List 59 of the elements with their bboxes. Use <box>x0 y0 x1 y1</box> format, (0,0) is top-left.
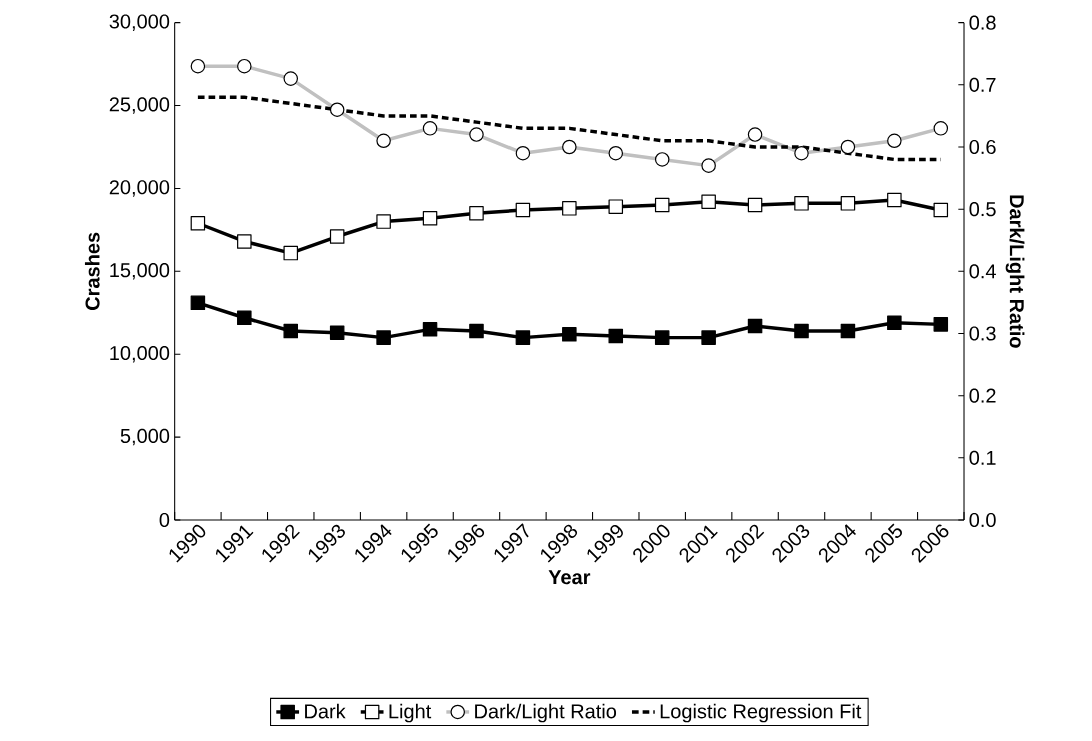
point <box>562 200 577 216</box>
line-series <box>196 95 943 162</box>
legend-label: Logistic Regression Fit <box>660 703 862 723</box>
y-tick-label: 15,000 <box>110 262 170 280</box>
y2-tick-label: 0.8 <box>969 15 996 30</box>
point <box>237 310 252 325</box>
y2-tick-label: 0.6 <box>969 139 996 154</box>
y-tick-label: 30,000 <box>109 14 170 31</box>
point <box>794 323 809 339</box>
point <box>562 326 577 342</box>
point <box>329 102 345 117</box>
legend-label: Light <box>389 703 432 723</box>
y2-tick-label: 0.3 <box>969 326 996 341</box>
y2-tick-label: 0.4 <box>969 264 996 279</box>
point <box>190 295 206 310</box>
y2-tick-label: 0.2 <box>969 388 996 403</box>
point <box>887 192 902 208</box>
point <box>376 214 391 229</box>
y2-tick-label: 0.7 <box>969 77 996 92</box>
y-tick-label: 0 <box>159 512 170 527</box>
point <box>701 330 716 345</box>
point <box>608 199 624 214</box>
point <box>422 321 438 337</box>
point <box>887 315 902 330</box>
point <box>283 245 299 261</box>
point <box>654 197 670 213</box>
point <box>376 330 391 345</box>
y2-axis-title: Dark/Light Ratio <box>1005 195 1025 348</box>
point <box>237 234 252 249</box>
point <box>422 210 438 226</box>
y2-tick-label: 0.1 <box>969 450 996 465</box>
point <box>469 205 484 221</box>
point <box>654 330 670 345</box>
point <box>701 194 716 209</box>
point <box>469 323 484 339</box>
y2-tick-label: 0.5 <box>969 201 996 217</box>
legend-label: Dark/Light Ratio <box>475 703 617 723</box>
y-tick-label: 20,000 <box>109 180 170 197</box>
legend-label: Dark <box>305 703 346 719</box>
point <box>329 229 345 244</box>
point <box>747 318 763 334</box>
y-tick-label: 5,000 <box>120 428 170 446</box>
point <box>794 195 809 211</box>
point <box>608 328 624 344</box>
point <box>840 195 856 211</box>
point <box>515 202 531 218</box>
point <box>933 202 949 218</box>
y2-tick-label: 0.0 <box>969 512 996 527</box>
x-axis-title: Year <box>548 570 591 585</box>
point <box>329 325 345 340</box>
y-tick-label: 10,000 <box>110 345 170 363</box>
point <box>515 330 531 345</box>
point <box>933 316 949 332</box>
point <box>283 323 299 339</box>
y-axis-title: Crashes <box>84 232 100 310</box>
point <box>747 197 763 213</box>
y-tick-label: 25,000 <box>109 97 170 114</box>
point <box>190 215 206 231</box>
point <box>840 323 856 339</box>
